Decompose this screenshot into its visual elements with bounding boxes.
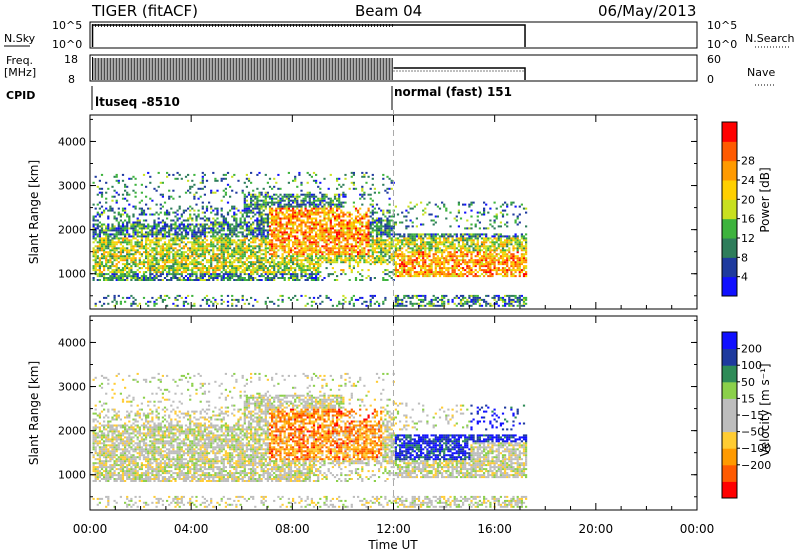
velocity-colorbar-tick: −200: [741, 459, 771, 472]
velocity-colorbar: 200 100 50 15 −15 −50 −100 −200: [721, 331, 771, 499]
radar-title: TIGER (fitACF): [91, 2, 198, 20]
x-axis-ticks: 00:00 04:00 08:00 12:00 16:00 20:00 00:00: [73, 115, 715, 536]
x-tick-label: 20:00: [579, 522, 614, 536]
nsearch-label: N.Search: [745, 32, 795, 45]
velocity-colorbar-tick: −100: [741, 442, 771, 455]
power-colorbar: 4 8 12 16 20 24 28: [721, 121, 755, 297]
y-tick-label: 1000: [58, 469, 86, 482]
cpid-mode-2: normal (fast) 151: [394, 85, 512, 99]
x-tick-label: 16:00: [477, 522, 512, 536]
power-heatmap-cells: [92, 171, 528, 307]
y-tick-label: 3000: [58, 381, 86, 394]
nsky-left-tick-bottom: 10^0: [52, 38, 82, 51]
cpid-mode-1: ltuseq -8510: [95, 95, 180, 109]
y-tick-label: 2000: [58, 224, 86, 237]
power-colorbar-label: Power [dB]: [758, 167, 772, 232]
power-y-ticks: 1000 2000 3000 4000: [58, 118, 697, 297]
nsky-panel-frame: [89, 21, 698, 49]
freq-label: Freq.: [6, 54, 33, 67]
nsky-right-tick-top: 10^5: [707, 19, 737, 32]
power-colorbar-tick: 8: [741, 251, 748, 264]
nave-tick-top: 60: [707, 53, 721, 66]
power-colorbar-tick: 4: [741, 271, 748, 284]
freq-left-tick-bottom: 8: [68, 73, 75, 86]
nsky-left-tick-top: 10^5: [52, 19, 82, 32]
power-colorbar-tick: 16: [741, 213, 755, 226]
nsky-label: N.Sky: [4, 32, 36, 45]
velocity-colorbar-tick: −15: [741, 409, 764, 422]
power-colorbar-tick: 28: [741, 155, 755, 168]
x-tick-label: 04:00: [174, 522, 209, 536]
y-tick-label: 4000: [58, 135, 86, 148]
velocity-colorbar-tick: 100: [741, 359, 762, 372]
nsky-right-tick-bottom: 10^0: [707, 38, 737, 51]
nave-tick-bottom: 0: [707, 73, 714, 86]
freq-panel-frame: [89, 54, 698, 82]
velocity-y-ticks: 1000 2000 3000 4000: [58, 319, 697, 498]
x-tick-label: 00:00: [73, 522, 108, 536]
y-tick-label: 4000: [58, 336, 86, 349]
velocity-colorbar-tick: 50: [741, 376, 755, 389]
power-colorbar-tick: 12: [741, 232, 755, 245]
beam-label: Beam 04: [355, 2, 422, 20]
y-tick-label: 1000: [58, 268, 86, 281]
date-label: 06/May/2013: [598, 2, 696, 20]
freq-unit-label: [MHz]: [4, 66, 36, 79]
y-tick-label: 3000: [58, 180, 86, 193]
power-ylabel: Slant Range [km]: [27, 160, 41, 264]
x-tick-label: 08:00: [275, 522, 310, 536]
x-tick-label: 12:00: [376, 522, 411, 536]
y-tick-label: 2000: [58, 425, 86, 438]
velocity-colorbar-tick: 200: [741, 343, 762, 356]
velocity-colorbar-tick: 15: [741, 392, 755, 405]
nsky-trace: [91, 24, 526, 47]
velocity-ylabel: Slant Range [km]: [27, 361, 41, 465]
freq-left-tick-top: 18: [64, 53, 78, 66]
x-axis-label: Time UT: [367, 538, 418, 552]
power-colorbar-tick: 20: [741, 193, 755, 206]
x-tick-label: 00:00: [680, 522, 715, 536]
velocity-colorbar-label: Velocity [m s⁻¹]: [758, 363, 772, 456]
nave-label: Nave: [747, 66, 775, 79]
power-colorbar-tick: 24: [741, 174, 755, 187]
velocity-heatmap-cells: [92, 372, 528, 508]
cpid-label: CPID: [6, 89, 35, 102]
freq-trace: [92, 57, 526, 80]
velocity-colorbar-tick: −50: [741, 426, 764, 439]
